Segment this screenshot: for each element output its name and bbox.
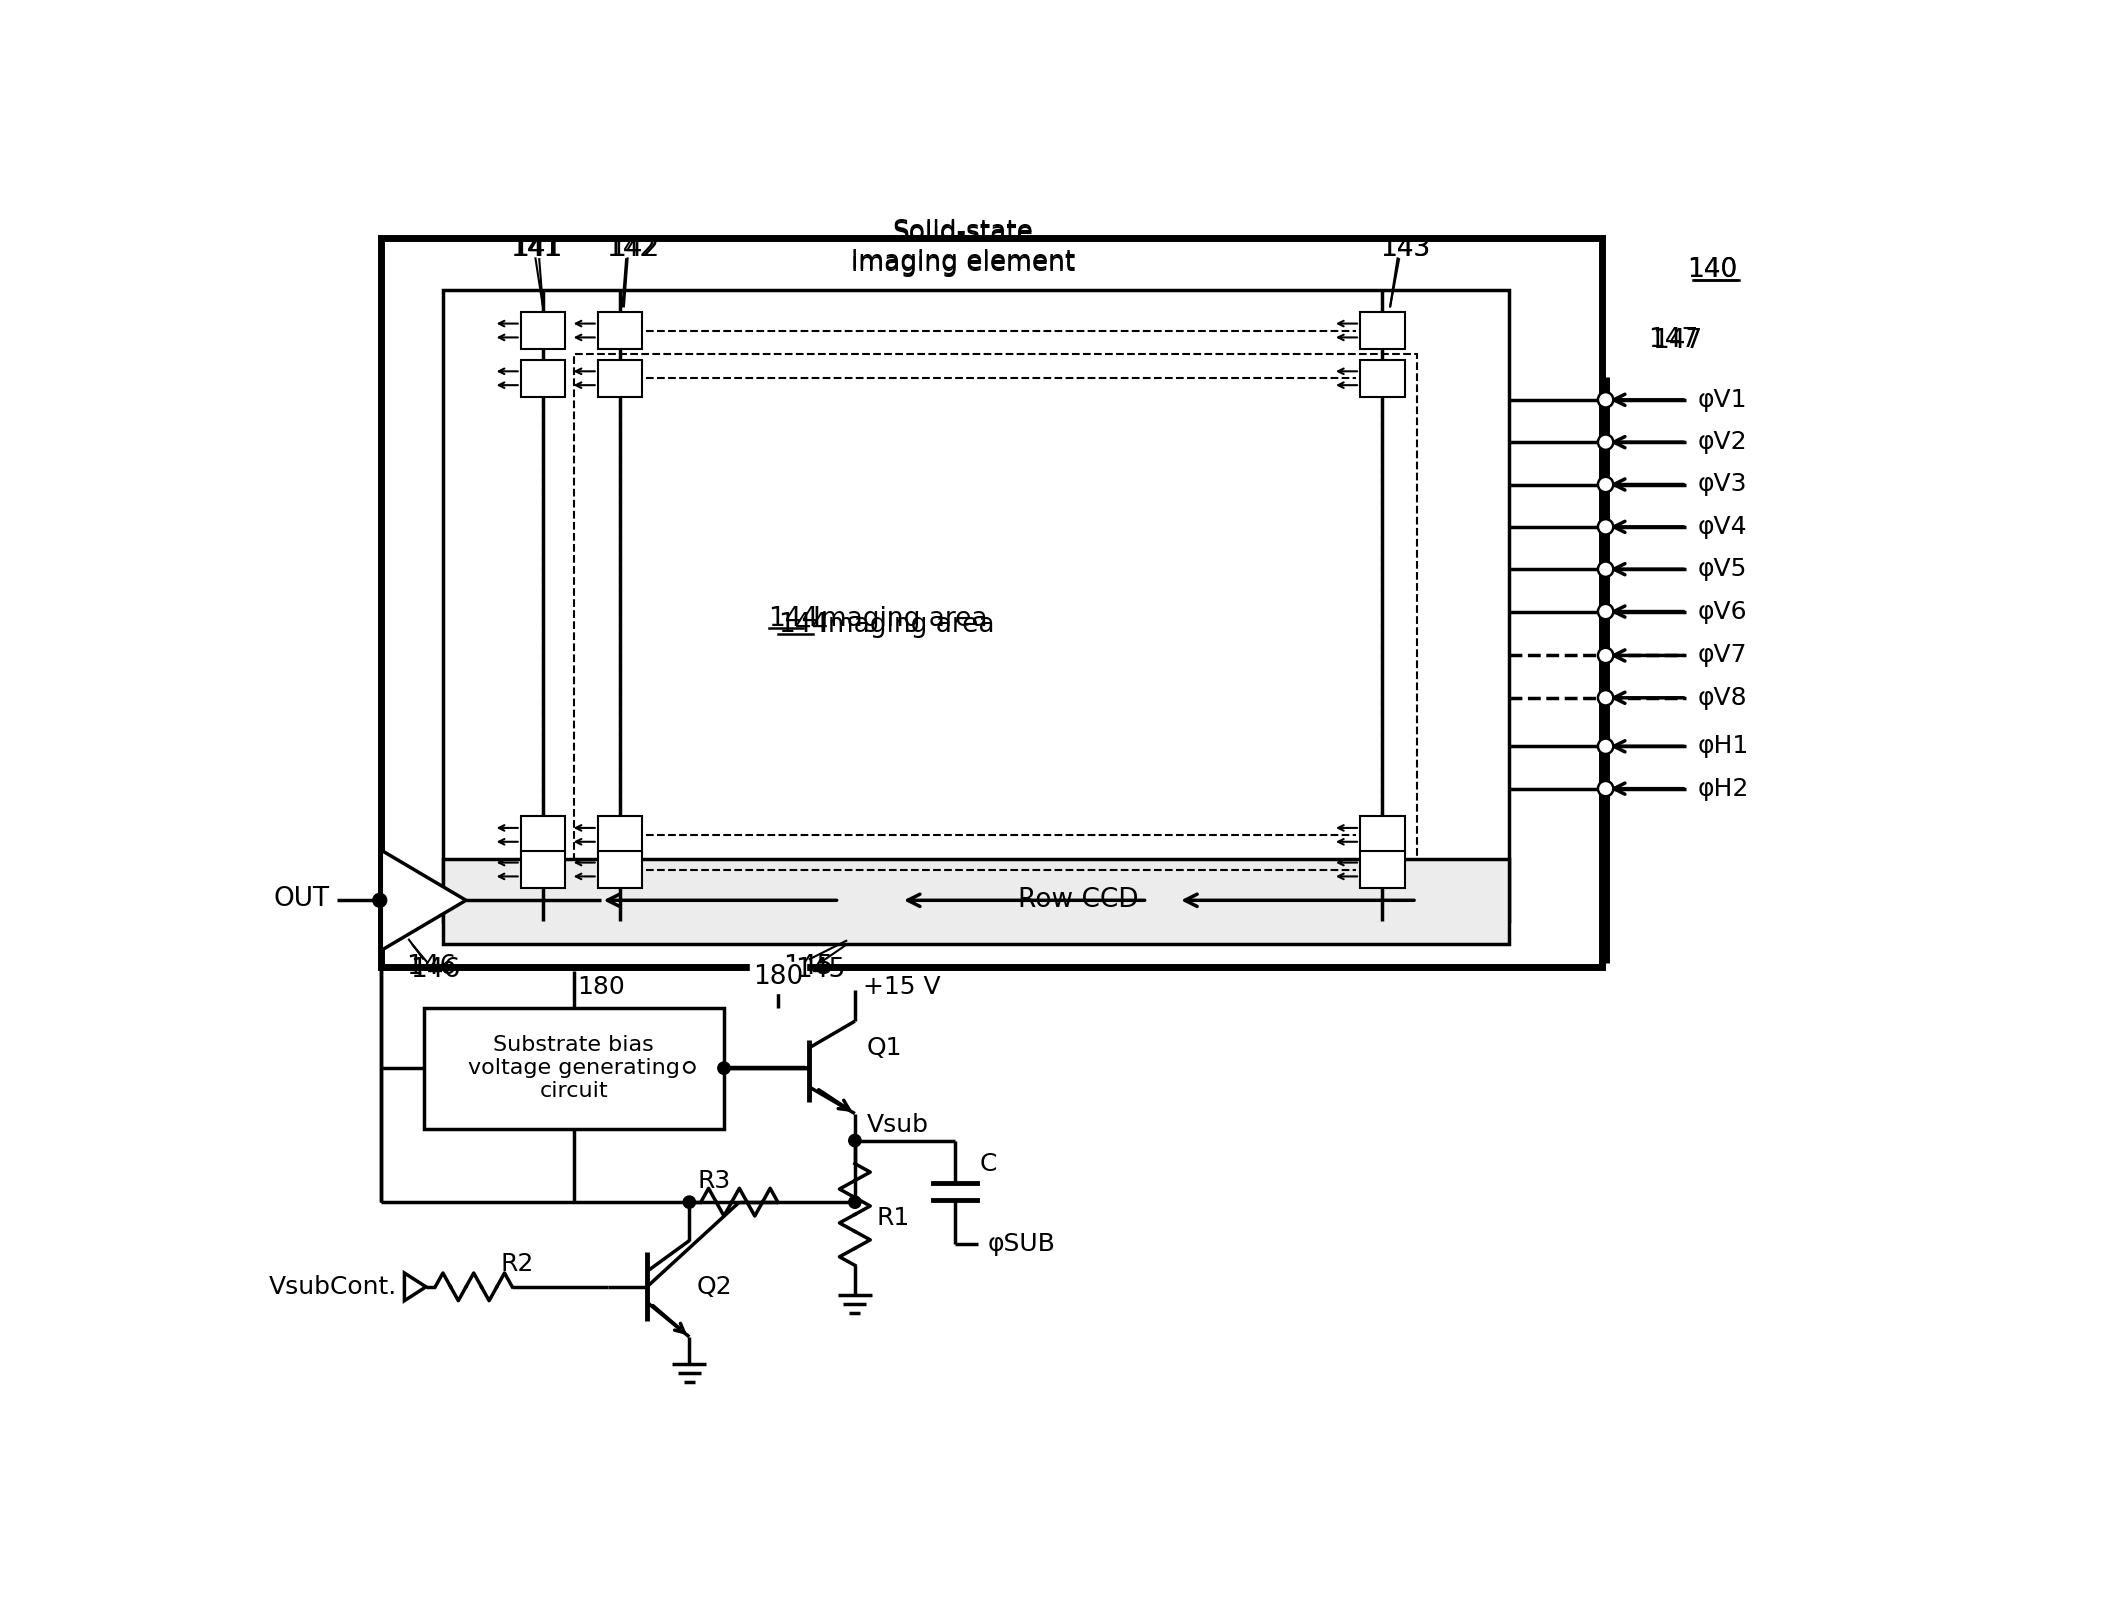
Bar (1360, 816, 1404, 853)
Text: φH2: φH2 (1698, 777, 1749, 801)
Bar (423, 1008, 723, 1128)
Text: Solid-state
imaging element: Solid-state imaging element (850, 221, 1074, 277)
Text: R2: R2 (499, 1253, 533, 1275)
Bar (1360, 359, 1404, 397)
Circle shape (1599, 561, 1614, 577)
Circle shape (1599, 519, 1614, 535)
Bar (520, 816, 565, 853)
Text: φV4: φV4 (1698, 514, 1747, 538)
Circle shape (683, 1196, 696, 1209)
Bar (520, 359, 565, 397)
Circle shape (848, 1135, 861, 1146)
Circle shape (1599, 604, 1614, 619)
Bar (573, 353, 1417, 864)
Text: φV7: φV7 (1698, 643, 1747, 667)
Text: φV8: φV8 (1698, 685, 1747, 709)
Text: 143: 143 (1381, 235, 1430, 261)
Text: 141: 141 (510, 235, 560, 261)
Text: φV1: φV1 (1698, 388, 1747, 411)
Text: 141: 141 (512, 235, 563, 261)
Text: 147: 147 (1648, 327, 1698, 353)
Text: VsubCont.: VsubCont. (269, 1275, 398, 1299)
Text: 146: 146 (410, 956, 461, 983)
Text: 144: 144 (768, 606, 819, 632)
Text: φV6: φV6 (1698, 600, 1747, 624)
Circle shape (1599, 780, 1614, 796)
Bar (442, 290, 1510, 920)
Text: Substrate bias
voltage generating
circuit: Substrate bias voltage generating circui… (467, 1035, 679, 1101)
Text: φV3: φV3 (1698, 472, 1747, 496)
Bar (599, 313, 643, 348)
Text: φH1: φH1 (1698, 735, 1749, 758)
Text: Imaging area: Imaging area (821, 611, 994, 638)
Text: φV2: φV2 (1698, 430, 1747, 455)
Polygon shape (381, 850, 465, 951)
Bar (520, 851, 565, 888)
Bar (381, 239, 1601, 967)
Text: +15 V: +15 V (863, 975, 941, 998)
Text: 140: 140 (1688, 258, 1736, 284)
Text: 142: 142 (607, 235, 656, 261)
Text: 147: 147 (1652, 329, 1703, 355)
Bar (520, 313, 565, 348)
Circle shape (1599, 392, 1614, 408)
Text: 145: 145 (783, 954, 833, 980)
Bar (599, 851, 643, 888)
Text: R1: R1 (876, 1206, 909, 1230)
Text: 180: 180 (753, 964, 804, 990)
Text: Row CCD: Row CCD (1017, 887, 1138, 914)
Text: 145: 145 (795, 956, 846, 983)
Circle shape (1599, 648, 1614, 663)
Bar (1360, 851, 1404, 888)
Text: 180: 180 (577, 975, 626, 998)
Circle shape (683, 1062, 694, 1072)
Circle shape (372, 893, 387, 908)
Bar (442, 859, 1510, 945)
Text: 142: 142 (609, 235, 660, 261)
Text: 144: 144 (778, 611, 829, 638)
Text: Vsub: Vsub (867, 1114, 928, 1136)
Bar (1360, 313, 1404, 348)
Text: C: C (979, 1151, 996, 1175)
Text: Imaging area: Imaging area (812, 606, 988, 632)
Circle shape (717, 1062, 730, 1074)
Text: Solid-state
imaging element: Solid-state imaging element (850, 219, 1074, 276)
Text: R3: R3 (698, 1169, 730, 1193)
Text: 146: 146 (406, 954, 457, 980)
Text: 143: 143 (1381, 235, 1430, 261)
Circle shape (1599, 435, 1614, 450)
Text: φV5: φV5 (1698, 558, 1747, 582)
Circle shape (1599, 477, 1614, 492)
Circle shape (848, 1196, 861, 1209)
Bar (599, 816, 643, 853)
Bar (599, 359, 643, 397)
Text: OUT: OUT (273, 885, 330, 912)
Text: Q2: Q2 (698, 1275, 732, 1299)
Text: Q1: Q1 (867, 1037, 901, 1061)
Text: φSUB: φSUB (988, 1233, 1055, 1256)
Circle shape (1599, 690, 1614, 706)
Circle shape (1599, 738, 1614, 754)
Text: 140: 140 (1688, 258, 1736, 284)
